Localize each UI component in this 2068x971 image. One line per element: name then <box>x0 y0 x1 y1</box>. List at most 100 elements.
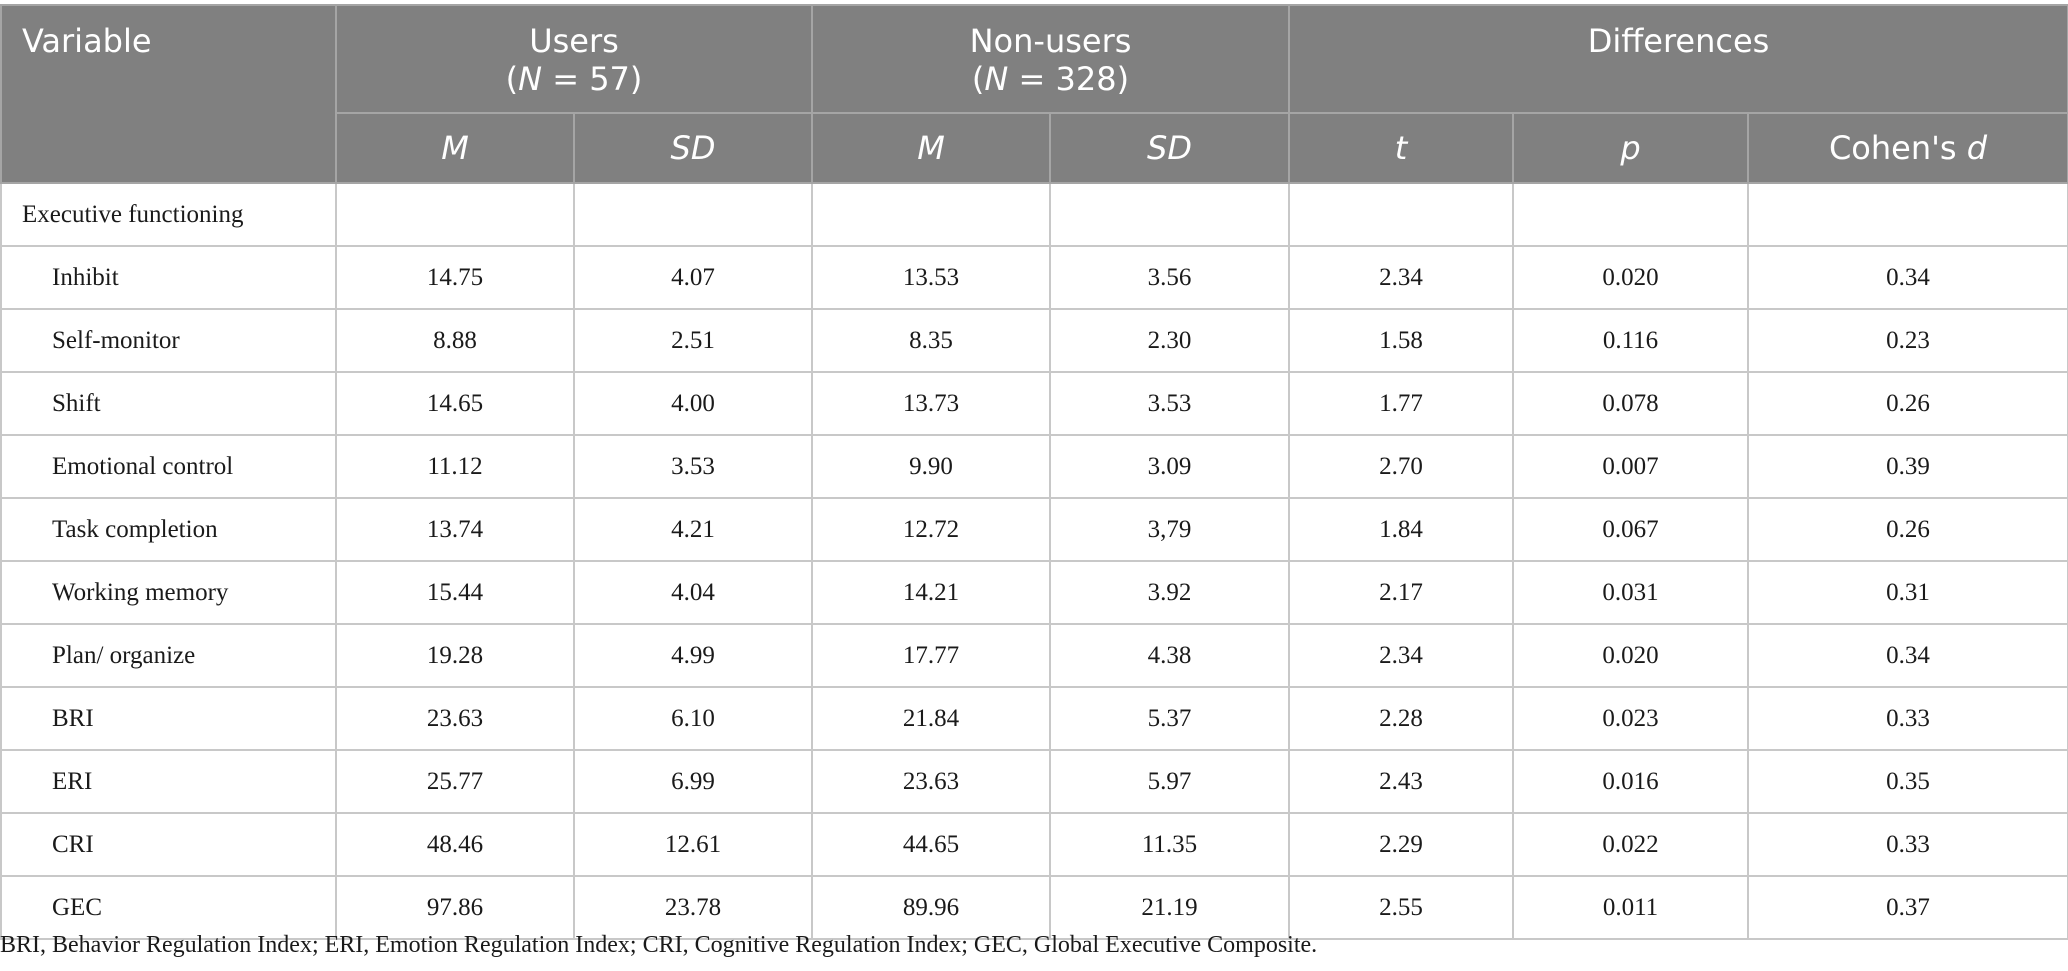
users-m-cell: 15.44 <box>335 560 575 625</box>
table-row: Self-monitor 8.88 2.51 8.35 2.30 1.58 0.116 0.2… <box>0 308 2068 373</box>
nonusers-sd-cell: 21.19 <box>1049 875 1290 940</box>
users-m-cell: 13.74 <box>335 497 575 562</box>
row-label: Plan/ organize <box>0 623 337 688</box>
p-header: p <box>1512 112 1749 184</box>
users-m-cell: 23.63 <box>335 686 575 751</box>
users-m-cell: 97.86 <box>335 875 575 940</box>
nonusers-m-header: M <box>811 112 1051 184</box>
nonusers-m-cell: 21.84 <box>811 686 1051 751</box>
p-value-cell: 0.020 <box>1512 245 1749 310</box>
nonusers-sd-cell: 4.38 <box>1049 623 1290 688</box>
t-value-cell: 2.55 <box>1288 875 1514 940</box>
table-row: Working memory 15.44 4.04 14.21 3.92 2.17 0.03… <box>0 560 2068 625</box>
empty-cell <box>811 182 1051 247</box>
users-m-cell: 48.46 <box>335 812 575 877</box>
nonusers-sd-cell: 3.53 <box>1049 371 1290 436</box>
cohens-d-cell: 0.34 <box>1746 245 2068 310</box>
users-sd-header: SD <box>573 112 813 184</box>
cohens-d-cell: 0.39 <box>1746 434 2068 499</box>
empty-cell <box>573 182 813 247</box>
nonusers-sd-cell: 3.92 <box>1049 560 1290 625</box>
nonusers-m-cell: 17.77 <box>811 623 1051 688</box>
row-label: Inhibit <box>0 245 337 310</box>
differences-group-header: Differences <box>1287 4 2068 114</box>
row-label: Self-monitor <box>0 308 337 373</box>
variable-header: Variable <box>0 4 337 184</box>
users-m-header: M <box>335 112 575 184</box>
p-value-cell: 0.031 <box>1512 560 1749 625</box>
users-group-header: Users (N = 57) <box>335 4 813 114</box>
cohens-d-cell: 0.37 <box>1746 875 2068 940</box>
section-row: Executive functioning <box>0 182 2068 247</box>
t-value-cell: 2.34 <box>1288 623 1514 688</box>
nonusers-m-cell: 8.35 <box>811 308 1051 373</box>
cohens-d-cell: 0.26 <box>1746 497 2068 562</box>
cohens-d-cell: 0.33 <box>1746 812 2068 877</box>
nonusers-m-cell: 13.53 <box>811 245 1051 310</box>
empty-cell <box>1049 182 1290 247</box>
row-label: Working memory <box>0 560 337 625</box>
t-value-cell: 2.29 <box>1288 812 1514 877</box>
section-label: Executive functioning <box>0 182 337 247</box>
p-value-cell: 0.016 <box>1512 749 1749 814</box>
nonusers-sd-cell: 11.35 <box>1049 812 1290 877</box>
cohens-d-cell: 0.26 <box>1746 371 2068 436</box>
nonusers-sd-cell: 3.09 <box>1049 434 1290 499</box>
t-value-cell: 1.58 <box>1288 308 1514 373</box>
cohens-d-cell: 0.31 <box>1746 560 2068 625</box>
cohens-d-cell: 0.35 <box>1746 749 2068 814</box>
nonusers-sd-cell: 2.30 <box>1049 308 1290 373</box>
table-row: CRI 48.46 12.61 44.65 11.35 2.29 0.022 0.33 <box>0 812 2068 877</box>
empty-cell <box>335 182 575 247</box>
table-row: Shift 14.65 4.00 13.73 3.53 1.77 0.078 0.26 <box>0 371 2068 436</box>
users-label: Users <box>529 22 619 60</box>
p-value-cell: 0.116 <box>1512 308 1749 373</box>
table-row: Emotional control 11.12 3.53 9.90 3.09 2.70 0.… <box>0 434 2068 499</box>
nonusers-sd-cell: 5.97 <box>1049 749 1290 814</box>
p-value-cell: 0.020 <box>1512 623 1749 688</box>
nonusers-sd-cell: 3.56 <box>1049 245 1290 310</box>
nonusers-m-cell: 13.73 <box>811 371 1051 436</box>
users-n: (N = 57) <box>505 60 643 98</box>
table-row: ERI 25.77 6.99 23.63 5.97 2.43 0.016 0.35 <box>0 749 2068 814</box>
users-sd-cell: 4.21 <box>573 497 813 562</box>
nonusers-m-cell: 12.72 <box>811 497 1051 562</box>
table-footnote: BRI, Behavior Regulation Index; ERI, Emo… <box>0 932 1318 958</box>
table-row: GEC 97.86 23.78 89.96 21.19 2.55 0.011 0.37 <box>0 875 2068 940</box>
t-value-cell: 2.43 <box>1288 749 1514 814</box>
users-sd-cell: 4.99 <box>573 623 813 688</box>
users-m-cell: 19.28 <box>335 623 575 688</box>
t-value-cell: 1.77 <box>1288 371 1514 436</box>
users-sd-cell: 12.61 <box>573 812 813 877</box>
p-value-cell: 0.023 <box>1512 686 1749 751</box>
row-label: CRI <box>0 812 337 877</box>
empty-cell <box>1512 182 1749 247</box>
users-sd-cell: 23.78 <box>573 875 813 940</box>
nonusers-m-cell: 44.65 <box>811 812 1051 877</box>
t-value-cell: 2.34 <box>1288 245 1514 310</box>
cohens-d-header: Cohen's d <box>1746 112 2068 184</box>
nonusers-m-cell: 23.63 <box>811 749 1051 814</box>
p-value-cell: 0.011 <box>1512 875 1749 940</box>
users-sd-cell: 4.00 <box>573 371 813 436</box>
t-value-cell: 1.84 <box>1288 497 1514 562</box>
row-label: ERI <box>0 749 337 814</box>
p-value-cell: 0.022 <box>1512 812 1749 877</box>
nonusers-group-header: Non-users (N = 328) <box>811 4 1290 114</box>
header-row-groups: Variable Users (N = 57) Non-users (N = 3… <box>0 4 2068 184</box>
users-m-cell: 11.12 <box>335 434 575 499</box>
users-m-cell: 14.75 <box>335 245 575 310</box>
t-value-cell: 2.70 <box>1288 434 1514 499</box>
cohens-d-cell: 0.33 <box>1746 686 2068 751</box>
users-m-cell: 25.77 <box>335 749 575 814</box>
table-row: Task completion 13.74 4.21 12.72 3,79 1.84 0.0… <box>0 497 2068 562</box>
p-value-cell: 0.007 <box>1512 434 1749 499</box>
statistics-table: Variable Users (N = 57) Non-users (N = 3… <box>0 4 2068 940</box>
nonusers-sd-cell: 3,79 <box>1049 497 1290 562</box>
users-sd-cell: 6.10 <box>573 686 813 751</box>
t-value-cell: 2.17 <box>1288 560 1514 625</box>
users-sd-cell: 4.07 <box>573 245 813 310</box>
nonusers-n: (N = 328) <box>971 60 1130 98</box>
cohens-d-cell: 0.23 <box>1746 308 2068 373</box>
empty-cell <box>1746 182 2068 247</box>
